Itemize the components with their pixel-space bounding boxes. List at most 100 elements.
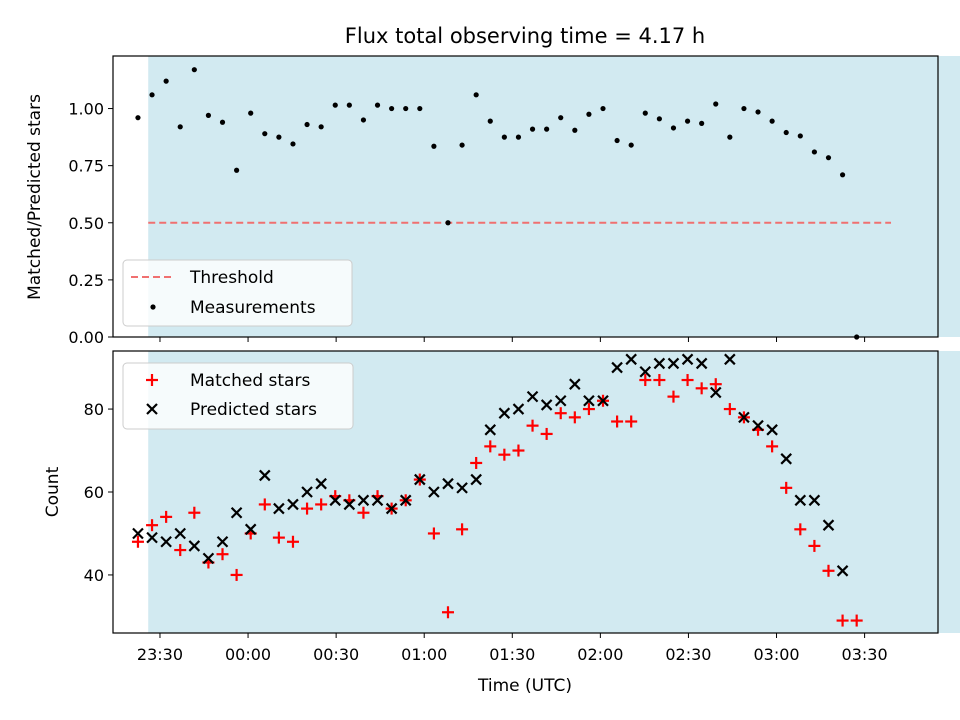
bottom-y-ticks: 40 60 80 — [84, 400, 113, 585]
predicted-star-stroke-b — [414, 473, 426, 486]
matched-star-point — [441, 606, 454, 619]
measurement-point — [459, 142, 465, 148]
top-y-tick-label: 0.50 — [68, 214, 104, 233]
bottom-x-tick-label: 01:00 — [401, 645, 447, 664]
top-y-tick-label: 0.00 — [68, 328, 104, 347]
legend-matched-label: Matched stars — [190, 371, 310, 391]
matched-star-point — [258, 498, 271, 511]
measurement-point — [473, 92, 479, 98]
measurement-point — [445, 220, 451, 226]
predicted-star-point — [273, 502, 285, 515]
bottom-y-tick-label: 80 — [84, 400, 104, 419]
measurement-point — [431, 143, 437, 149]
predicted-star-stroke-b — [160, 535, 172, 548]
measurement-point — [699, 120, 705, 126]
matched-star-point — [695, 382, 708, 395]
measurement-point — [389, 105, 395, 112]
predicted-star-stroke-b — [357, 494, 370, 507]
matched-star-point — [667, 390, 680, 403]
chart-title: Flux total observing time = 4.17 h — [345, 24, 705, 48]
predicted-star-stroke-b — [428, 486, 440, 498]
predicted-star-point — [456, 482, 468, 494]
measurement-point — [332, 102, 338, 108]
matched-star-point — [272, 531, 285, 544]
predicted-star-stroke-b — [244, 523, 257, 536]
predicted-stars-points — [132, 353, 849, 577]
measurement-point — [783, 129, 789, 136]
predicted-star-point — [752, 419, 764, 432]
bottom-x-tick-label: 00:30 — [313, 645, 359, 664]
matched-star-point — [427, 527, 440, 540]
measurement-point — [177, 124, 183, 130]
measurement-point — [290, 141, 296, 147]
bottom-x-tick-label: 01:30 — [489, 645, 535, 664]
matched-star-point — [639, 374, 652, 387]
predicted-star-stroke-b — [822, 519, 835, 531]
predicted-star-point — [540, 399, 553, 411]
measurement-point — [684, 118, 691, 124]
measurement-point — [276, 134, 282, 140]
predicted-star-point — [315, 477, 327, 490]
measurement-point — [642, 110, 648, 116]
measurement-point — [304, 121, 310, 128]
predicted-star-point — [766, 424, 778, 436]
top-legend: Threshold Measurements — [122, 259, 353, 327]
matched-star-point — [286, 535, 299, 548]
matched-star-point — [540, 427, 553, 440]
bottom-x-ticks: 23:30 00:00 00:30 01:00 01:30 02:00 02:30 03:00… — [137, 633, 888, 664]
predicted-star-stroke-b — [709, 386, 722, 399]
predicted-star-stroke-b — [442, 477, 454, 490]
predicted-star-point — [681, 353, 694, 366]
predicted-star-stroke-b — [230, 506, 243, 519]
matched-star-point — [568, 411, 581, 424]
predicted-star-stroke-b — [174, 527, 187, 540]
matched-star-point — [850, 614, 863, 627]
matched-star-point — [230, 568, 243, 581]
measurement-point — [205, 112, 212, 118]
legend-measurements-label: Measurements — [190, 298, 316, 318]
matched-star-point — [146, 519, 159, 532]
predicted-star-point — [794, 494, 807, 507]
predicted-star-point — [554, 394, 567, 407]
measurement-point — [149, 92, 155, 98]
predicted-star-point — [738, 411, 750, 424]
predicted-star-point — [780, 453, 792, 465]
measurement-point — [586, 111, 592, 117]
predicted-star-point — [259, 469, 271, 482]
bottom-x-tick-label: 00:00 — [225, 645, 271, 664]
matched-star-point — [582, 403, 595, 416]
predicted-star-stroke-b — [301, 486, 313, 498]
matched-star-point — [625, 415, 638, 428]
measurement-point — [600, 105, 606, 112]
predicted-star-stroke-b — [456, 482, 468, 494]
predicted-star-stroke-b — [695, 357, 708, 370]
top-y-tick-label: 0.75 — [68, 157, 104, 176]
predicted-star-point — [569, 378, 581, 390]
predicted-star-stroke-b — [597, 394, 609, 407]
predicted-star-point — [174, 527, 187, 540]
matched-star-point — [131, 535, 144, 548]
measurement-points — [135, 67, 860, 340]
predicted-star-stroke-b — [188, 540, 201, 552]
predicted-star-stroke-b — [738, 411, 750, 424]
measurement-point — [248, 110, 254, 116]
measurement-point — [163, 78, 169, 84]
measurement-point — [628, 142, 634, 148]
predicted-star-point — [639, 365, 652, 378]
measurement-point — [572, 127, 578, 133]
predicted-star-stroke-b — [766, 424, 778, 436]
top-axes-frame — [112, 55, 939, 338]
matched-star-point — [470, 456, 483, 469]
matched-star-point — [526, 419, 539, 432]
predicted-star-point — [414, 473, 426, 486]
bottom-axes-frame — [112, 350, 939, 634]
predicted-star-point — [611, 361, 623, 374]
legend-predicted-swatch — [146, 403, 158, 415]
predicted-star-point — [399, 494, 412, 507]
bottom-y-tick-label: 60 — [84, 483, 104, 502]
top-legend-box — [122, 259, 353, 327]
bottom-x-tick-label: 02:30 — [665, 645, 711, 664]
predicted-star-point — [301, 486, 313, 498]
matched-star-point — [498, 448, 511, 461]
matched-star-point — [723, 403, 736, 416]
